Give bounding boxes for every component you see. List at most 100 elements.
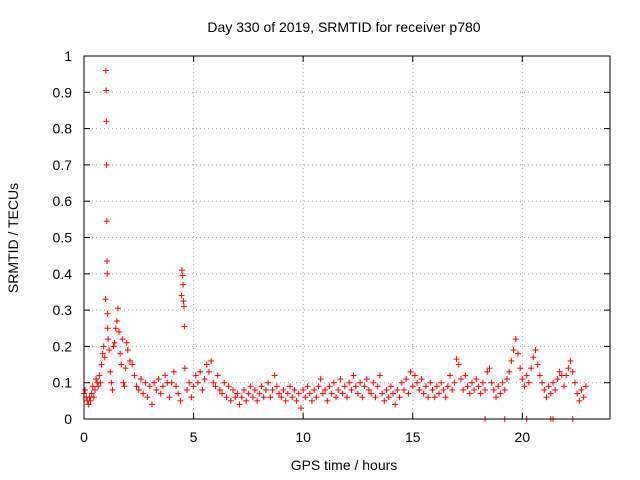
data-point: [438, 379, 445, 386]
data-point: [102, 67, 109, 74]
data-point: [392, 401, 399, 408]
data-point: [178, 267, 185, 274]
data-point: [381, 397, 388, 404]
y-tick-label: 0.2: [53, 338, 73, 354]
data-point: [230, 386, 237, 393]
data-point: [197, 368, 204, 375]
data-point: [170, 368, 177, 375]
plot-border: [83, 55, 611, 420]
data-point: [475, 383, 482, 390]
data-point: [530, 354, 537, 361]
data-point: [111, 339, 118, 346]
data-point: [137, 376, 144, 383]
data-point: [221, 379, 228, 386]
data-point: [269, 386, 276, 393]
data-point: [578, 386, 585, 393]
data-point: [569, 368, 576, 375]
data-point: [219, 390, 226, 397]
data-point: [109, 386, 116, 393]
data-point: [113, 317, 120, 324]
data-point: [101, 354, 108, 361]
data-point: [112, 325, 119, 332]
y-tick-label: 0.3: [53, 302, 73, 318]
data-point: [427, 379, 434, 386]
data-point: [173, 383, 180, 390]
data-point: [254, 397, 261, 404]
data-point: [493, 394, 500, 401]
data-point: [103, 118, 110, 125]
data-point: [403, 376, 410, 383]
data-point: [194, 379, 201, 386]
data-point: [514, 350, 521, 357]
data-point: [550, 379, 557, 386]
data-point: [534, 361, 541, 368]
data-point: [311, 386, 318, 393]
data-point: [488, 379, 495, 386]
data-point: [359, 394, 366, 401]
data-point: [440, 386, 447, 393]
data-point: [175, 390, 182, 397]
data-point: [118, 361, 125, 368]
data-point: [256, 390, 263, 397]
data-point: [88, 390, 95, 397]
data-point: [108, 379, 115, 386]
data-point: [370, 379, 377, 386]
data-point: [315, 383, 322, 390]
data-point: [157, 390, 164, 397]
data-point: [528, 365, 535, 372]
data-point: [240, 386, 247, 393]
data-point: [508, 357, 515, 364]
data-point: [238, 394, 245, 401]
data-point: [99, 350, 106, 357]
data-point: [319, 390, 326, 397]
data-point: [148, 401, 155, 408]
data-point: [486, 365, 493, 372]
data-point: [420, 390, 427, 397]
data-point: [447, 372, 454, 379]
data-point: [131, 372, 138, 379]
data-point: [425, 394, 432, 401]
data-point: [119, 336, 126, 343]
data-point: [416, 386, 423, 393]
data-point: [394, 386, 401, 393]
data-point: [519, 376, 526, 383]
data-point: [567, 357, 574, 364]
data-point: [123, 339, 130, 346]
data-point: [396, 394, 403, 401]
data-point: [449, 386, 456, 393]
data-point: [95, 383, 102, 390]
data-point: [383, 386, 390, 393]
data-point: [455, 361, 462, 368]
data-point: [280, 386, 287, 393]
data-point: [556, 368, 563, 375]
data-point: [510, 347, 517, 354]
data-point: [563, 372, 570, 379]
data-point: [98, 361, 105, 368]
data-point: [124, 347, 131, 354]
data-point: [460, 386, 467, 393]
data-point: [436, 390, 443, 397]
data-point: [223, 394, 230, 401]
data-point: [166, 394, 173, 401]
data-point: [247, 383, 254, 390]
data-point: [326, 383, 333, 390]
data-point: [418, 376, 425, 383]
data-point: [361, 383, 368, 390]
data-point: [495, 383, 502, 390]
data-point: [251, 386, 258, 393]
data-point: [300, 386, 307, 393]
data-point: [103, 87, 110, 94]
data-point: [289, 394, 296, 401]
data-point: [339, 390, 346, 397]
data-point: [180, 303, 187, 310]
data-point: [262, 386, 269, 393]
data-point: [216, 386, 223, 393]
data-point: [110, 343, 117, 350]
data-point: [232, 394, 239, 401]
data-point: [87, 397, 94, 404]
data-point: [135, 386, 142, 393]
data-point: [271, 372, 278, 379]
data-point: [295, 390, 302, 397]
data-point: [471, 386, 478, 393]
data-point: [188, 394, 195, 401]
